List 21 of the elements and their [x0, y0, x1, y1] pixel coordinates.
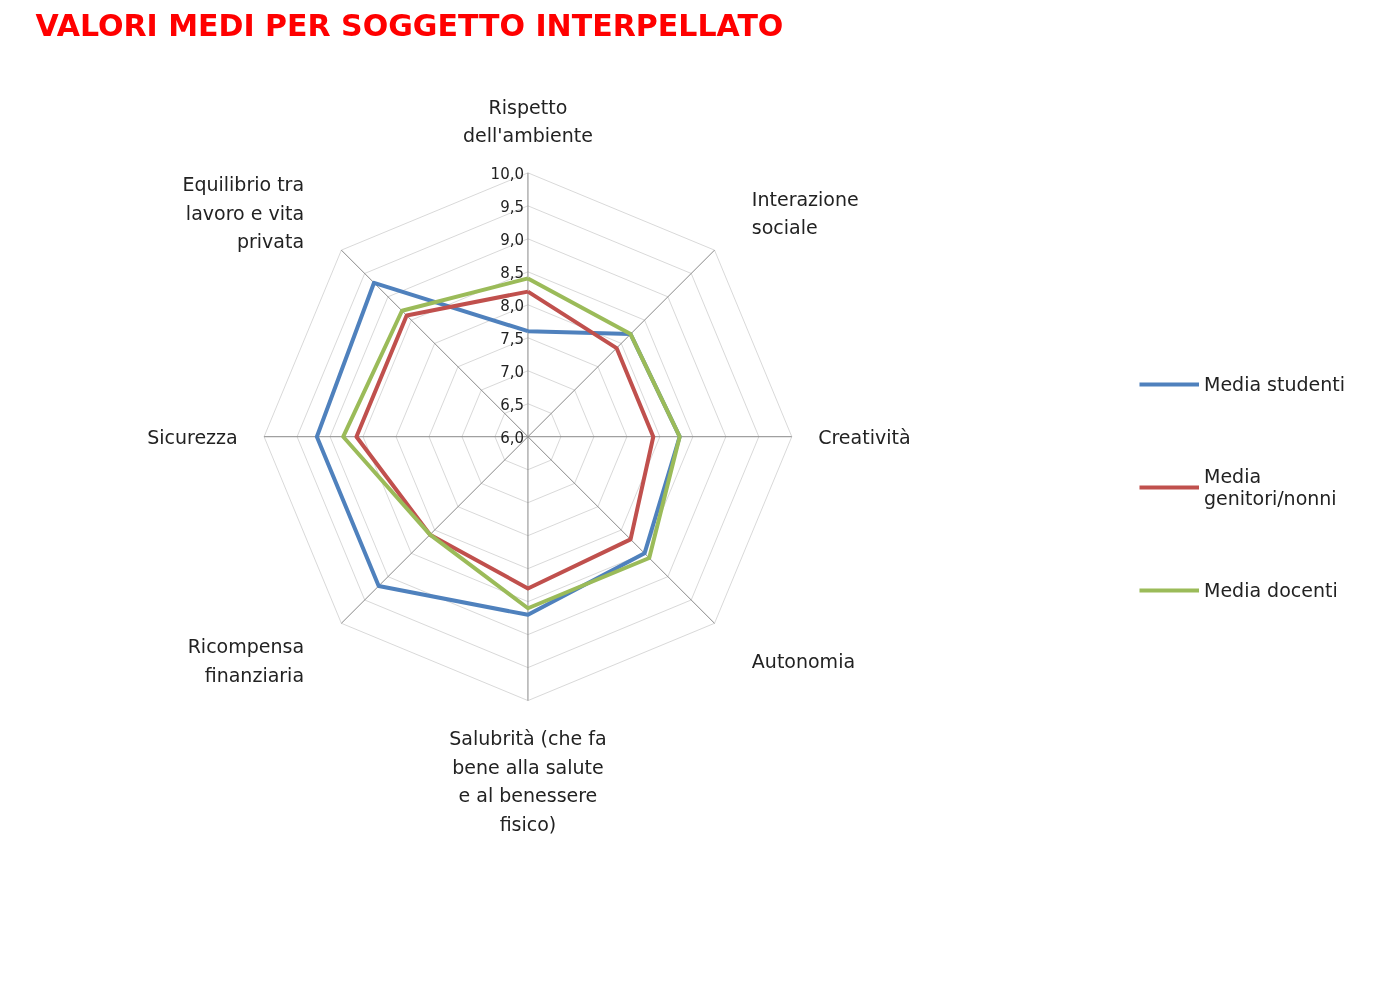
spoke-label: Salubrità (che fa bene alla salute e al benessere fisico) [449, 726, 607, 835]
spoke-label: Rispetto dell'ambiente [463, 95, 593, 147]
spoke-label: Creatività [818, 425, 911, 448]
y-tick-label: 9,5 [500, 197, 524, 216]
spoke-label: Equilibrio tra lavoro e vita privata [182, 173, 305, 253]
y-tick-label: 8,5 [500, 263, 524, 282]
y-tick-label: 9,0 [500, 230, 524, 249]
y-tick-label: 6,5 [500, 395, 524, 414]
spoke-label: Sicurezza [147, 425, 238, 448]
spoke-label: Autonomia [751, 649, 856, 672]
chart-title: VALORI MEDI PER SOGGETTO INTERPELLATO [35, 7, 784, 43]
legend-label: Media genitori/nonni [1203, 465, 1337, 509]
spoke-label: Interazione sociale [751, 187, 859, 239]
y-tick-label: 7,0 [500, 362, 524, 381]
y-tick-label: 6,0 [500, 428, 524, 447]
spoke-label: Ricompensa finanziaria [187, 635, 305, 686]
legend-label: Media docenti [1203, 579, 1338, 601]
legend-label: Media studenti [1203, 373, 1345, 395]
y-tick-label: 7,5 [500, 329, 524, 348]
y-tick-label: 8,0 [500, 296, 524, 315]
y-tick-label: 10,0 [490, 164, 524, 183]
